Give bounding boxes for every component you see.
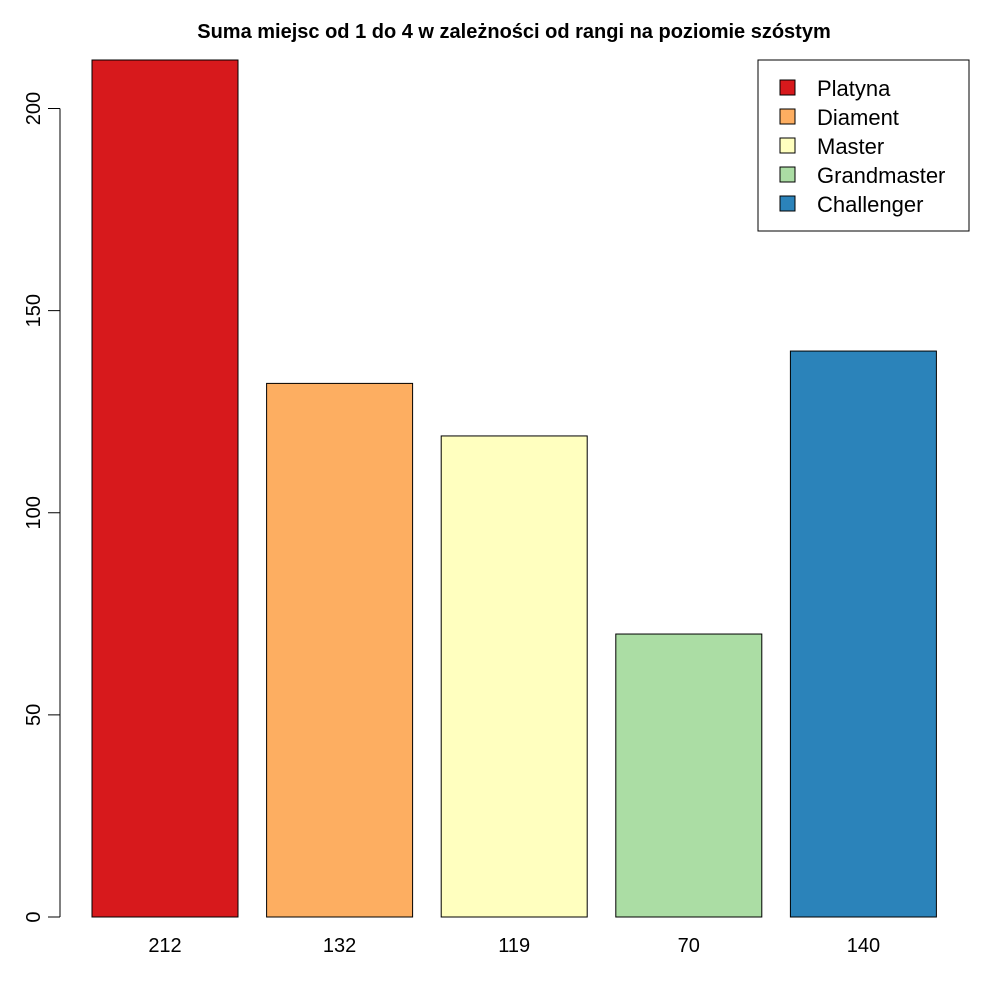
bar: [789, 350, 937, 918]
legend-swatch: [779, 79, 796, 96]
bar: [615, 633, 763, 918]
x-tick-label: 212: [148, 935, 181, 957]
legend: Platyna Diament Master Grandmaster Challenge…: [757, 59, 970, 232]
x-tick-label: 132: [323, 935, 356, 957]
x-tick-label: 70: [678, 935, 700, 957]
x-tick-label: 119: [498, 935, 530, 957]
y-tick-label: 50: [23, 704, 45, 726]
bar: [91, 59, 239, 918]
bar: [440, 435, 588, 918]
legend-swatch: [779, 108, 796, 125]
legend-label: Diament: [817, 105, 899, 130]
chart-title: Suma miejsc od 1 do 4 w zależności od ra…: [197, 21, 831, 43]
y-axis: 0 50 100 150 200: [23, 92, 61, 923]
y-tick-label: 0: [23, 911, 45, 922]
y-tick-label: 100: [23, 496, 45, 529]
legend-swatch: [779, 195, 796, 212]
bar: [266, 382, 414, 918]
legend-label: Grandmaster: [817, 163, 945, 188]
legend-label: Master: [817, 134, 884, 159]
y-tick-label: 150: [23, 294, 45, 327]
y-tick-label: 200: [23, 92, 45, 125]
legend-swatch: [779, 166, 796, 183]
x-tick-label: 140: [847, 935, 880, 957]
legend-swatch: [779, 137, 796, 154]
legend-label: Challenger: [817, 192, 923, 217]
category-labels: 212 132 119 70 140: [148, 935, 880, 957]
legend-label: Platyna: [817, 76, 891, 101]
bars: [91, 59, 937, 918]
